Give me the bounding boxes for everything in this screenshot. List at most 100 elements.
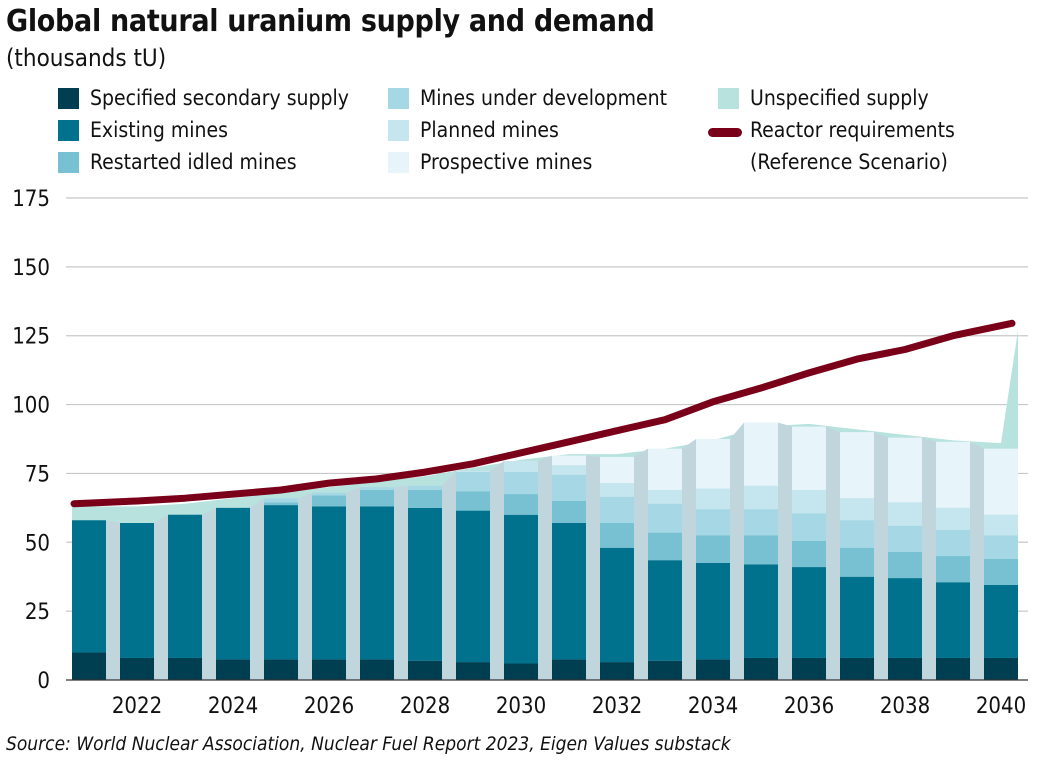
legend: Specified secondary supply Existing mine…: [58, 86, 1046, 182]
x-tick-label: 2036: [784, 694, 834, 719]
bar-segment-under-development: [312, 492, 346, 496]
bar-segment-under-development: [936, 529, 970, 557]
y-tick-label: 100: [12, 394, 50, 419]
x-tick-label: 2024: [208, 694, 258, 719]
bar-segment-under-development: [648, 503, 682, 533]
legend-swatch: [58, 152, 79, 173]
x-tick-label: 2038: [880, 694, 930, 719]
bar-segment-restarted-idled: [552, 500, 586, 524]
bar-segment-under-development: [600, 496, 634, 524]
bar-segment-existing-mines: [552, 523, 586, 660]
bar-segment-existing-mines: [984, 584, 1018, 658]
between-bar-band: [106, 422, 984, 680]
bar-segment-prospective-mines: [840, 432, 874, 499]
bar-segment-specified-secondary: [456, 662, 490, 680]
bar-segment-specified-secondary: [648, 660, 682, 680]
y-tick-label: 50: [25, 531, 50, 556]
y-tick-label: 0: [37, 669, 50, 694]
bar-segment-restarted-idled: [456, 491, 490, 511]
y-tick-label: 25: [25, 600, 50, 625]
bar-segment-existing-mines: [888, 578, 922, 658]
bar-segment-specified-secondary: [72, 652, 106, 680]
bar-segment-existing-mines: [168, 514, 202, 658]
x-tick-label: 2026: [304, 694, 354, 719]
y-tick-label: 75: [25, 462, 50, 487]
y-tick-label: 175: [12, 187, 50, 212]
bar-segment-restarted-idled: [744, 535, 778, 565]
bar-segment-existing-mines: [744, 564, 778, 658]
bar-segment-under-development: [360, 487, 394, 490]
bar-segment-specified-secondary: [744, 657, 778, 680]
bar-segment-restarted-idled: [888, 551, 922, 579]
bar-segment-planned-mines: [552, 465, 586, 475]
bar-segment-specified-secondary: [984, 657, 1018, 680]
bar-segment-existing-mines: [696, 562, 730, 660]
legend-swatch: [58, 88, 79, 109]
bar-segment-planned-mines: [840, 498, 874, 521]
legend-label: Specified secondary supply: [90, 86, 349, 110]
bar-segment-prospective-mines: [984, 448, 1018, 515]
bar-segment-under-development: [792, 513, 826, 541]
bar-segment-under-development: [888, 525, 922, 552]
legend-label: Reactor requirements: [750, 118, 955, 142]
bar-segment-restarted-idled: [792, 540, 826, 568]
bar-segment-existing-mines: [408, 507, 442, 661]
bar-segment-existing-mines: [936, 582, 970, 658]
bar-segment-existing-mines: [216, 507, 250, 660]
legend-swatch: [718, 88, 739, 109]
bar-segment-existing-mines: [120, 523, 154, 658]
bar-segment-under-development: [264, 498, 298, 503]
legend-swatch: [388, 152, 409, 173]
bar-segment-specified-secondary: [312, 659, 346, 680]
bar-segment-specified-secondary: [696, 659, 730, 680]
bar-segment-under-development: [984, 535, 1018, 559]
bar-segment-specified-secondary: [552, 659, 586, 680]
bar-segment-under-development: [744, 509, 778, 536]
bar-segment-planned-mines: [696, 488, 730, 510]
bar-segment-specified-secondary: [264, 659, 298, 680]
bar-segment-prospective-mines: [648, 448, 682, 490]
bar-segment-prospective-mines: [696, 439, 730, 489]
bar-segment-restarted-idled: [984, 558, 1018, 585]
bar-segment-prospective-mines: [744, 422, 778, 486]
bar-segment-under-development: [552, 474, 586, 501]
bar-segment-planned-mines: [792, 489, 826, 514]
bar-segment-specified-secondary: [936, 657, 970, 680]
x-tick-label: 2034: [688, 694, 738, 719]
bar-segment-planned-mines: [648, 489, 682, 504]
chart-subtitle: (thousands tU): [6, 44, 167, 72]
bar-segment-restarted-idled: [840, 547, 874, 577]
bar-segment-restarted-idled: [312, 495, 346, 507]
legend-label: Mines under development: [420, 86, 667, 110]
legend-label: Planned mines: [420, 118, 559, 142]
bar-segment-existing-mines: [600, 547, 634, 663]
legend-swatch: [388, 88, 409, 109]
bar-segment-existing-mines: [504, 514, 538, 664]
legend-label: Restarted idled mines: [90, 150, 297, 174]
reactor-requirements-line: [70, 319, 1016, 508]
source-note: Source: World Nuclear Association, Nucle…: [6, 733, 731, 755]
bar-segment-planned-mines: [600, 483, 634, 497]
bar-segment-prospective-mines: [600, 456, 634, 484]
bar-segment-existing-mines: [312, 506, 346, 660]
legend-label: Prospective mines: [420, 150, 593, 174]
bar-segment-specified-secondary: [360, 659, 394, 680]
legend-swatch: [58, 120, 79, 141]
x-tick-label: 2040: [976, 694, 1026, 719]
bar-segment-restarted-idled: [936, 556, 970, 583]
y-tick-label: 150: [12, 256, 50, 281]
bar-segment-restarted-idled: [408, 489, 442, 508]
bar-segment-specified-secondary: [792, 657, 826, 680]
bar-segment-restarted-idled: [504, 494, 538, 515]
bar-segment-prospective-mines: [552, 455, 586, 466]
bar-segment-restarted-idled: [600, 523, 634, 548]
bar-segment-existing-mines: [840, 576, 874, 658]
y-tick-label: 125: [12, 325, 50, 350]
legend-label: Existing mines: [90, 118, 228, 142]
legend-label: (Reference Scenario): [750, 150, 948, 174]
bar-segment-under-development: [456, 472, 490, 492]
legend-line-swatch: [708, 128, 742, 137]
bar-segment-prospective-mines: [792, 426, 826, 490]
bar-segment-existing-mines: [360, 506, 394, 660]
